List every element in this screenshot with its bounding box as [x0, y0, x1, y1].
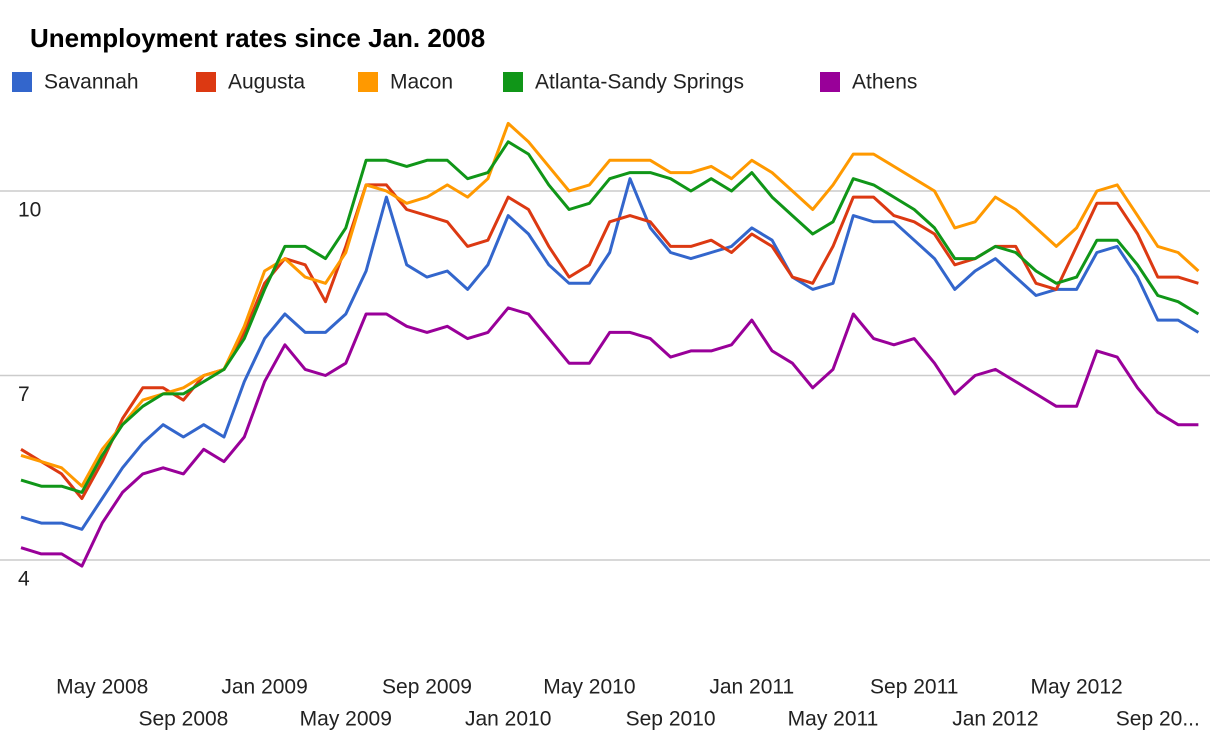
- x-tick-label: Sep 2008: [138, 708, 228, 731]
- legend-swatch: [503, 72, 523, 92]
- legend-swatch: [196, 72, 216, 92]
- legend-label: Athens: [852, 71, 917, 94]
- y-tick-label: 10: [18, 199, 41, 222]
- legend-label: Macon: [390, 71, 453, 94]
- chart-title: Unemployment rates since Jan. 2008: [30, 23, 485, 53]
- x-tick-label: May 2012: [1030, 676, 1122, 699]
- legend-swatch: [358, 72, 378, 92]
- y-tick-label: 4: [18, 568, 30, 591]
- x-tick-label: Sep 2011: [870, 676, 958, 699]
- legend-label: Savannah: [44, 71, 139, 94]
- legend-label: Atlanta-Sandy Springs: [535, 71, 744, 94]
- series-line: [20, 183, 1199, 500]
- series-line: [20, 306, 1199, 568]
- x-tick-label: May 2009: [300, 708, 392, 731]
- x-tick-label: Jan 2011: [709, 676, 794, 699]
- legend-swatch: [12, 72, 32, 92]
- x-tick-label: Jan 2010: [465, 708, 551, 731]
- x-tick-label: May 2010: [543, 676, 635, 699]
- legend-label: Augusta: [228, 71, 305, 94]
- series-line: [20, 140, 1200, 494]
- x-tick-label: May 2011: [788, 708, 879, 731]
- legend-swatch: [820, 72, 840, 92]
- x-tick-label: May 2008: [56, 676, 148, 699]
- x-tick-label: Sep 20...: [1116, 708, 1200, 731]
- x-tick-label: Sep 2010: [626, 708, 716, 731]
- x-tick-label: Jan 2012: [952, 708, 1038, 731]
- series-line: [20, 121, 1200, 488]
- series-line: [20, 177, 1200, 531]
- x-tick-label: Jan 2009: [221, 676, 307, 699]
- x-tick-label: Sep 2009: [382, 676, 472, 699]
- y-tick-label: 7: [18, 383, 30, 406]
